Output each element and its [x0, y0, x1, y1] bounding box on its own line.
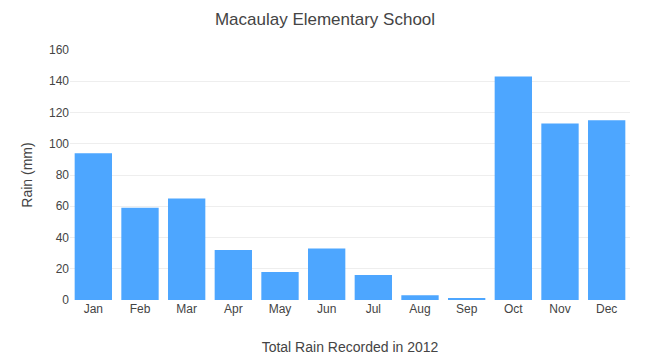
svg-text:20: 20: [56, 262, 70, 276]
svg-text:Apr: Apr: [224, 302, 243, 316]
svg-text:160: 160: [49, 43, 69, 57]
svg-text:120: 120: [49, 106, 69, 120]
svg-text:May: May: [269, 302, 292, 316]
svg-text:Feb: Feb: [130, 302, 151, 316]
svg-text:Nov: Nov: [549, 302, 570, 316]
svg-text:Dec: Dec: [596, 302, 617, 316]
svg-text:Jun: Jun: [317, 302, 336, 316]
svg-text:Macaulay Elementary School: Macaulay Elementary School: [215, 10, 435, 29]
svg-text:60: 60: [56, 199, 70, 213]
svg-text:Aug: Aug: [409, 302, 430, 316]
svg-text:Mar: Mar: [176, 302, 197, 316]
svg-text:0: 0: [62, 293, 69, 307]
svg-text:40: 40: [56, 231, 70, 245]
svg-text:Jul: Jul: [366, 302, 381, 316]
svg-text:Rain (mm): Rain (mm): [19, 142, 35, 207]
svg-text:Total Rain Recorded in 2012: Total Rain Recorded in 2012: [262, 339, 439, 355]
svg-text:80: 80: [56, 168, 70, 182]
svg-text:Oct: Oct: [504, 302, 523, 316]
svg-text:100: 100: [49, 137, 69, 151]
svg-text:Jan: Jan: [84, 302, 103, 316]
svg-text:140: 140: [49, 74, 69, 88]
svg-text:Sep: Sep: [456, 302, 478, 316]
